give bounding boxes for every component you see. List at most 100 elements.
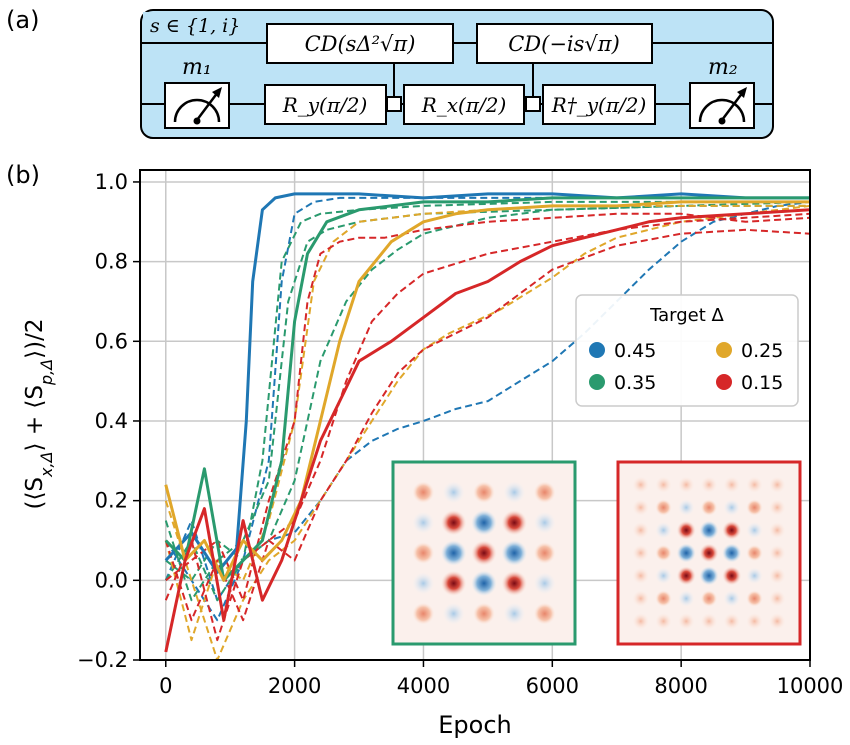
series-line-025-dashed [164, 204, 811, 661]
wigner-blob [700, 499, 718, 516]
wigner-blob [700, 590, 718, 607]
plot-frame [139, 169, 811, 661]
wigner-blob [746, 613, 763, 630]
wigner-blob [412, 481, 435, 504]
gate-cd1-label: CD(sΔ²√π) [305, 32, 416, 56]
x-tick-label: 0 [159, 674, 172, 698]
wigner-blob [632, 476, 649, 493]
wigner-blob [769, 613, 786, 630]
wigner-blob [676, 566, 696, 586]
wigner-blob [442, 602, 465, 625]
wigner-blob [655, 613, 672, 630]
wigner-blob [699, 566, 719, 586]
series-line-025-solid [164, 200, 810, 582]
legend-title: Target Δ [649, 305, 724, 326]
wigner-blob [412, 572, 435, 595]
inset-wigner-red [616, 460, 802, 646]
panel-b-label: (b) [6, 161, 40, 189]
wigner-blob [700, 476, 718, 493]
gate-cd2 [476, 23, 653, 64]
wigner-blob [501, 540, 528, 566]
meter-icon-1 [164, 82, 230, 129]
wigner-blob [503, 602, 526, 625]
wigner-blob [632, 544, 649, 562]
wigner-blob [533, 542, 556, 564]
axis-ticks: 0 2000 4000 6000 8000 10000 −0.2 0.0 0.2 0.4 0.6 0.… [77, 170, 843, 698]
control-square-2 [525, 96, 541, 112]
y-tick-label: −0.2 [77, 648, 128, 672]
wigner-blob [471, 509, 497, 536]
wigner-blob [746, 544, 763, 562]
y-tick-label: 1.0 [95, 170, 128, 194]
legend: Target Δ 0.45 0.25 0.35 0.15 [575, 294, 799, 407]
series-line-015-dashed [165, 212, 811, 602]
wigner-blob [471, 570, 497, 597]
y-tick-label: 0.4 [95, 409, 128, 433]
series-line-035-solid [164, 196, 810, 582]
y-tick-label: 0.8 [95, 250, 128, 274]
legend-label-045: 0.45 [614, 340, 656, 362]
series-lines [164, 192, 811, 661]
wigner-blob [533, 511, 556, 534]
wigner-blob [655, 567, 672, 584]
wigner-blob [655, 522, 672, 539]
wigner-blob [412, 511, 435, 534]
m1-label: m₁ [182, 55, 212, 80]
s-set-label: s ∈ {1, i} [150, 15, 240, 37]
wigner-blob [533, 602, 556, 625]
wigner-blob [746, 476, 763, 493]
control-square-1 [386, 96, 402, 112]
y-tick-label: 0.6 [95, 329, 128, 353]
wigner-blob [412, 602, 435, 625]
wigner-blob [440, 540, 467, 566]
x-tick-label: 10000 [777, 674, 844, 698]
wigner-blob [632, 590, 649, 607]
wigner-blob [632, 499, 649, 516]
y-tick-label: 0.2 [95, 489, 128, 513]
s-set-bg [143, 12, 265, 40]
inset-green-border [391, 460, 577, 646]
legend-box [575, 294, 799, 407]
wigner-blob [699, 520, 719, 540]
x-tick-label: 2000 [268, 674, 321, 698]
wigner-blob [471, 540, 497, 566]
wigner-blob [723, 613, 740, 630]
wigner-blob [722, 566, 742, 586]
wigner-blob [440, 570, 467, 597]
wigner-blob [678, 613, 695, 630]
wigner-blob [503, 481, 526, 504]
series-line-015-solid [164, 208, 811, 653]
wigner-blob [723, 499, 740, 516]
wigner-blob [473, 481, 495, 504]
wigner-blob [440, 509, 467, 536]
x-tick-label: 4000 [397, 674, 450, 698]
x-tick-label: 8000 [654, 674, 707, 698]
y-axis-label: (⟨Sx,Δ⟩ + ⟨Sp,Δ⟩)/2 [22, 318, 56, 509]
legend-marker-045 [589, 342, 605, 358]
wigner-blob [746, 567, 763, 584]
gate-rydag [542, 84, 656, 125]
wigner-blob [655, 590, 672, 607]
wigner-blob [722, 543, 742, 563]
wigner-blob [700, 613, 718, 630]
legend-label-025: 0.25 [741, 340, 783, 362]
wigner-blob [412, 542, 435, 564]
series-line-015-dashed [164, 228, 811, 622]
wigner-blob [699, 543, 719, 563]
wigner-blob [769, 499, 786, 516]
inset-red-border [616, 460, 802, 646]
wigner-blob [678, 499, 695, 516]
x-tick-label: 6000 [526, 674, 579, 698]
wigner-blob [769, 567, 786, 584]
wigner-blob [722, 520, 742, 540]
wigner-blob [501, 509, 528, 536]
wigner-blob [769, 476, 786, 493]
wigner-blob [678, 476, 695, 493]
wigner-blob [655, 499, 672, 516]
gate-rx [403, 84, 525, 125]
m2-label: m₂ [708, 55, 738, 80]
wigner-blob [632, 567, 649, 584]
legend-label-015: 0.15 [741, 372, 783, 394]
wigner-blob [533, 572, 556, 595]
